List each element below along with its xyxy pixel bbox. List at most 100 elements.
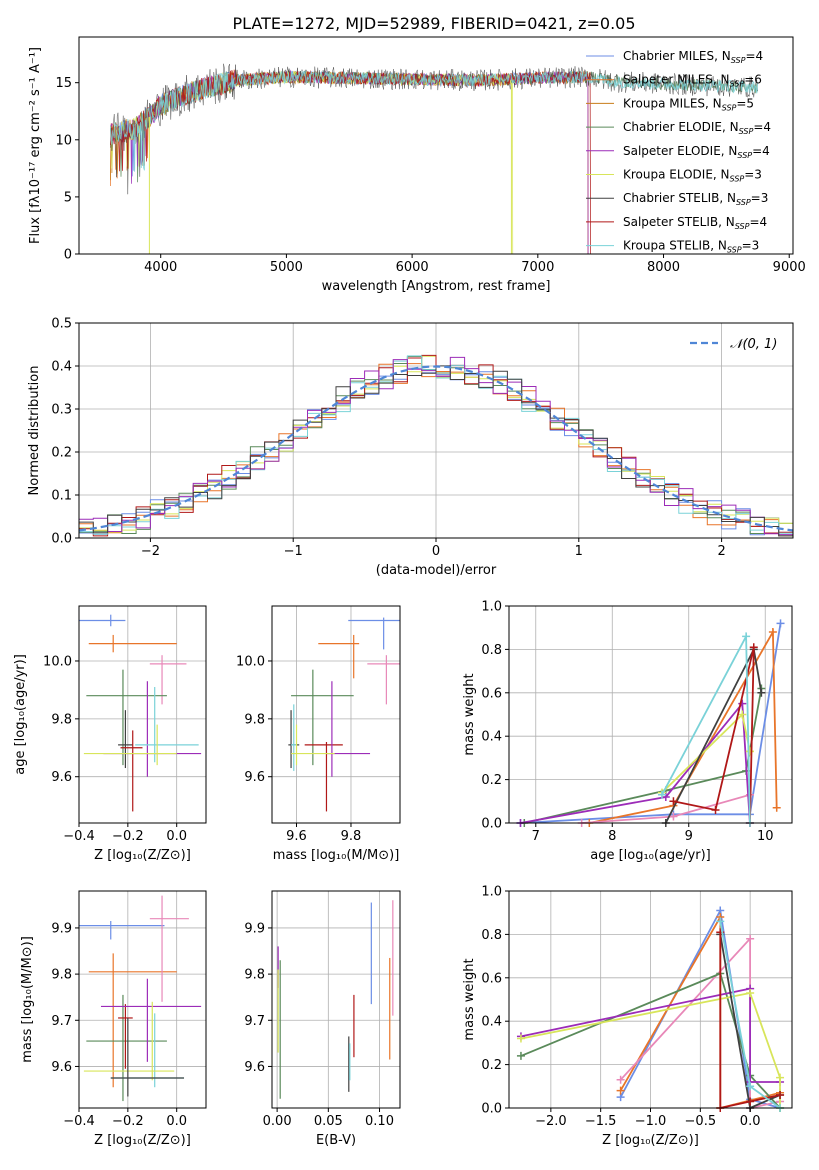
plus-marker [669,812,678,821]
y-tick-label: 0.0 [481,817,502,832]
plot-area [277,900,394,1099]
y-axis-label: age [log₁₀(age/yr)] [13,654,28,775]
spectrum-line [110,70,514,255]
plus-marker [746,934,755,943]
y-tick-label: 9.8 [51,712,72,727]
plot-area [79,895,202,1102]
hist-legend: 𝒩(0, 1) [690,337,777,352]
plot-area [516,906,785,1112]
weight-line [524,688,763,824]
axes-frame [508,605,793,824]
x-tick-label: −2 [141,544,160,559]
plus-marker [516,1034,525,1043]
x-tick-label: 0 [432,544,440,559]
x-tick-label: 4000 [144,260,177,275]
y-axis-label: mass weight [462,958,477,1040]
y-tick-label: 0 [64,248,72,263]
plus-marker [742,632,751,641]
weight-line [661,632,751,824]
x-tick-label: 7000 [521,260,554,275]
axis-decor: 4000 5000 6000 7000 8000 9000 0 5 10 15 wavelength… [28,36,806,294]
plus-marker [616,1086,625,1095]
axes-frame [78,605,207,824]
spectrum-legend: Chabrier MILES, NSSP=4 Salpeter MILES, NS… [586,49,771,255]
plot-area [79,614,202,812]
x-tick-label: −0.5 [685,1114,717,1129]
x-axis-label: Z [log₁₀(Z/Z⊙)] [602,1133,699,1148]
x-axis-label: wavelength [Angstrom, rest frame] [322,279,551,294]
x-tick-label: 9 [685,829,693,844]
legend-entry: Chabrier MILES, NSSP=4 [623,49,763,65]
y-tick-label: 0.8 [481,928,502,943]
legend-entry: Chabrier ELODIE, NSSP=4 [623,120,771,136]
axis-decor: 7 8 9 10 0.0 0.2 0.4 0.6 0.8 1.0 age [log₁₀(age/yr… [462,600,793,863]
x-tick-label: 0.0 [166,1114,187,1129]
normal-curve [78,365,794,532]
plus-marker [745,747,754,756]
x-tick-label: −1.0 [635,1114,667,1129]
y-tick-label: 15 [55,76,72,91]
errorbars [79,895,202,1102]
axis-decor: −0.4 −0.2 0.0 9.6 9.8 10.0 Z [log₁₀(Z/Z⊙)] age … [13,605,207,863]
plus-marker [749,643,758,652]
errorbars [288,617,400,812]
legend-entry: Kroupa MILES, NSSP=5 [623,96,754,112]
axes-frame [78,36,794,255]
legend-entry: Kroupa STELIB, NSSP=3 [623,239,759,255]
axes-age_vs_mass: 9.6 9.8 9.6 9.8 10.0 mass [log₁₀(M/M⊙)] [236,605,401,863]
plus-marker [776,619,785,628]
x-tick-label: 5000 [270,260,303,275]
legend-entry: 𝒩(0, 1) [730,337,777,352]
x-axis-label: Z [log₁₀(Z/Z⊙)] [94,1133,191,1148]
x-axis-label: age [log₁₀(age/yr)] [590,848,711,863]
y-tick-label: 9.8 [51,968,72,983]
axis-decor: −2.0 −1.5 −1.0 −0.5 0.0 0.0 0.2 0.4 0.6 0.8 1.0 Z [… [462,885,793,1148]
y-tick-label: 10.0 [43,654,72,669]
y-tick-label: 0.6 [481,686,502,701]
y-tick-label: 0.2 [481,773,502,788]
y-tick-label: 5 [64,190,72,205]
axes-residual_hist: −2 −1 0 1 2 0.0 0.1 0.2 0.3 0.4 0.5 (data-model)/er… [27,317,794,578]
x-tick-label: 9000 [773,260,806,275]
y-axis-label: mass weight [462,673,477,755]
x-tick-label: 9.6 [286,829,307,844]
x-tick-label: −1 [284,544,303,559]
legend-entry: Kroupa ELODIE, NSSP=3 [623,168,762,184]
axis-decor: 0.00 0.05 0.10 9.6 9.7 9.8 9.9 E(B-V) [244,890,401,1148]
axis-decor: 9.6 9.8 9.6 9.8 10.0 mass [log₁₀(M/M⊙)] [236,605,401,863]
x-tick-label: 6000 [396,260,429,275]
plus-marker [746,988,755,997]
y-tick-label: 1.0 [481,885,502,900]
y-tick-label: 0.8 [481,643,502,658]
weight-line [673,646,755,824]
y-tick-label: 0.4 [51,360,72,375]
y-tick-label: 9.6 [244,770,265,785]
y-axis-label: Flux [fλ10⁻¹⁷ erg cm⁻² s⁻¹ A⁻¹] [28,47,43,244]
x-axis-label: (data-model)/error [376,563,497,578]
x-tick-label: 0.0 [166,829,187,844]
x-tick-label: 7 [532,829,540,844]
x-tick-label: −1.5 [585,1114,617,1129]
plus-marker [669,797,678,806]
x-tick-label: 2 [717,544,725,559]
plus-marker [768,628,777,637]
y-tick-label: 0.5 [51,317,72,332]
y-tick-label: 10 [55,133,72,148]
y-tick-label: 9.6 [51,770,72,785]
plot-area [78,354,794,537]
plus-marker [757,688,766,697]
y-axis-label: mass [log₁₀(M/M⊙)] [20,936,35,1063]
y-tick-label: 0.4 [481,1015,502,1030]
legend-entry: Salpeter ELODIE, NSSP=4 [623,144,770,160]
x-tick-label: 9.8 [341,829,362,844]
plus-marker [716,917,725,926]
x-tick-label: 0.10 [365,1114,394,1129]
plus-marker [776,1090,785,1099]
y-tick-label: 0.2 [481,1058,502,1073]
y-tick-label: 9.9 [244,921,265,936]
plus-marker [746,1097,755,1106]
axes-spectrum: 4000 5000 6000 7000 8000 9000 0 5 10 15 wavelength… [28,36,806,294]
y-tick-label: 0.4 [481,730,502,745]
x-tick-label: 0.0 [740,1114,761,1129]
